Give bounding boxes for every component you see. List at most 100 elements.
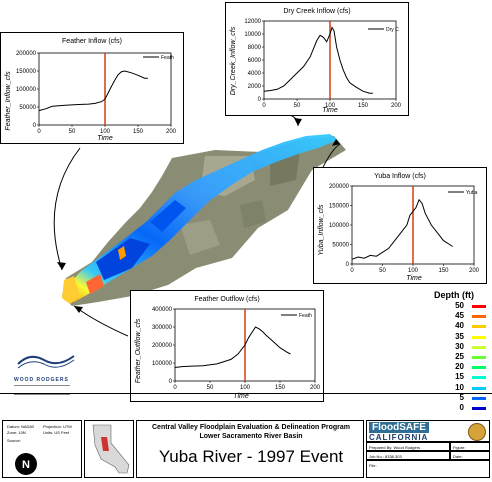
chart-yuba-inflow: Yuba Inflow (cfs) 200000 150000 100000 5000… (313, 167, 487, 284)
y-tick-label: 50000 (332, 243, 349, 249)
x-tick-label: 200 (310, 385, 321, 391)
chart-yuba-inflow-svg: Yuba Inflow (cfs) 2000001500001000005000… (318, 173, 480, 282)
y-tick-label: 400000 (152, 307, 173, 313)
x-tick-label: 100 (100, 129, 111, 135)
date-cell: Date: (450, 451, 490, 460)
legend-item: 35 (428, 332, 488, 342)
hydrograph-line (174, 326, 291, 368)
x-tick-label: 50 (379, 268, 386, 274)
title-block: Datum: NAD83 Zone: 10N Projection: UTM U… (0, 393, 492, 481)
map-info-cell: Datum: NAD83 Zone: 10N Projection: UTM U… (2, 420, 82, 478)
y-tick-label: 200000 (16, 51, 37, 57)
company-logo: WOOD RODGERS (14, 350, 78, 395)
x-tick-label: 0 (173, 385, 177, 391)
job-number: Job No.: 8338.303 (369, 454, 402, 459)
chart-title: Feather Inflow (cfs) (62, 38, 122, 45)
x-tick-label: 150 (133, 129, 144, 135)
y-tick-label: 0 (33, 123, 37, 129)
legend-swatch (472, 396, 486, 400)
legend-swatch (472, 386, 486, 390)
source: Source: (7, 438, 21, 443)
file-cell: File: (366, 460, 490, 478)
zone: Zone: 10N (7, 430, 26, 435)
y-tick-label: 0 (346, 262, 350, 268)
north-arrow-icon: N (15, 453, 37, 475)
legend-swatch (472, 315, 486, 319)
chart-dry-creek-inflow: Dry Creek Inflow (cfs) 12000 10000 8000 600… (225, 2, 409, 116)
y-tick-label: 12000 (244, 19, 261, 25)
chart-title: Feather Outflow (cfs) (194, 296, 259, 303)
datum: Datum: NAD83 (7, 424, 34, 429)
y-tick-label: 10000 (244, 32, 261, 38)
svg-text:N: N (22, 459, 30, 471)
legend-value: 40 (455, 321, 464, 331)
dwr-seal-icon (468, 423, 486, 441)
legend-item: 40 (428, 321, 488, 331)
legend-value: 20 (455, 362, 464, 372)
legend-item: 15 (428, 372, 488, 382)
prepared-cell: Prepared By: Wood Rodgers (366, 442, 450, 451)
y-axis-label: Feather_Inflow_cfs (5, 71, 12, 131)
y-tick-label: 4000 (248, 71, 262, 77)
chart-feather-inflow: Feather Inflow (cfs) 200000 150000 100000 5… (0, 32, 184, 144)
chart-dry-creek-inflow-svg: Dry Creek Inflow (cfs) 12000100008000600… (230, 8, 402, 114)
prepared-by: Prepared By: Wood Rodgers (369, 445, 421, 450)
y-tick-label: 300000 (152, 325, 173, 331)
y-tick-label: 2000 (248, 84, 262, 90)
legend-swatch (472, 345, 486, 349)
legend-swatch (472, 407, 486, 410)
x-tick-label: 0 (37, 129, 41, 135)
chart-title: Yuba Inflow (cfs) (374, 173, 426, 180)
legend-value: 5 (459, 392, 464, 402)
hydrograph-line (263, 26, 373, 94)
legend-item: 30 (428, 342, 488, 352)
x-axis-label: Time (322, 107, 338, 114)
legend-swatch (472, 335, 486, 339)
y-tick-label: 6000 (248, 58, 262, 64)
legend-item: 50 (428, 301, 488, 311)
y-axis-label: Feather_Outflow_cfs (135, 318, 142, 383)
y-tick-label: 200000 (329, 184, 350, 190)
legend-item: 10 (428, 383, 488, 393)
legend-item: 5 (428, 393, 488, 403)
legend-value: 30 (455, 341, 464, 351)
logo-text: WOOD RODGERS (14, 377, 69, 383)
legend-swatch (472, 305, 486, 308)
units: Units: US Feet (43, 430, 70, 435)
california-text: CALIFORNIA (369, 433, 429, 442)
legend-label: Dry C (386, 27, 399, 33)
figure-cell: Figure: (450, 442, 490, 451)
legend-swatch (472, 356, 486, 359)
y-tick-label: 0 (169, 379, 173, 385)
chart-feather-outflow: Feather Outflow (cfs) 400000 300000 200000… (130, 290, 324, 402)
x-axis-label: Time (406, 275, 422, 282)
legend-swatch (472, 376, 486, 380)
x-tick-label: 200 (469, 268, 480, 274)
y-tick-label: 150000 (329, 204, 350, 210)
flood-map (53, 110, 346, 337)
legend-label: Feath (299, 313, 312, 319)
x-tick-label: 50 (69, 129, 76, 135)
chart-feather-outflow-svg: Feather Outflow (cfs) 400000 300000 200000… (135, 296, 321, 400)
x-tick-label: 50 (207, 385, 214, 391)
legend-label: Yuba (466, 190, 478, 196)
x-axis-label: Time (233, 393, 249, 400)
figure-label: Figure: (453, 445, 466, 450)
x-tick-label: 100 (408, 268, 419, 274)
legend-item: 25 (428, 352, 488, 362)
title-cell: Central Valley Floodplain Evaluation & D… (136, 420, 364, 478)
legend-title: Depth (ft) (434, 290, 474, 300)
y-tick-label: 8000 (248, 45, 262, 51)
legend-value: 0 (459, 403, 464, 412)
projection: Projection: UTM (43, 424, 72, 429)
x-tick-label: 150 (358, 103, 369, 109)
legend-swatch (472, 366, 486, 370)
chart-feather-inflow-svg: Feather Inflow (cfs) 200000 150000 100000 5… (5, 38, 177, 142)
hydrograph-line (38, 70, 148, 112)
y-tick-label: 150000 (16, 69, 37, 75)
program-title: Central Valley Floodplain Evaluation & D… (152, 424, 350, 431)
legend-value: 10 (455, 382, 464, 392)
y-axis-label: Yuba_Inflow_cfs (318, 204, 325, 256)
california-locator (84, 420, 134, 478)
legend-label: Feath (161, 55, 174, 61)
